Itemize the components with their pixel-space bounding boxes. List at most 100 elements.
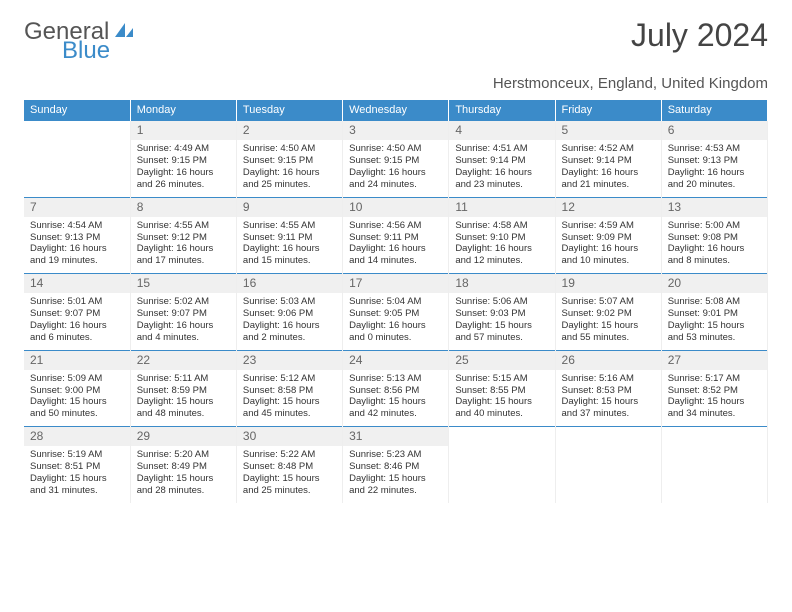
week-row: 7Sunrise: 4:54 AMSunset: 9:13 PMDaylight…: [24, 197, 768, 274]
day-header: Saturday: [661, 100, 767, 121]
week-row: .1Sunrise: 4:49 AMSunset: 9:15 PMDayligh…: [24, 121, 768, 198]
day-number: 31: [343, 427, 448, 446]
daylight-text: Daylight: 15 hours and 55 minutes.: [562, 320, 655, 344]
sunrise-text: Sunrise: 5:23 AM: [349, 449, 442, 461]
day-cell: 7Sunrise: 4:54 AMSunset: 9:13 PMDaylight…: [24, 197, 130, 274]
day-header: Wednesday: [343, 100, 449, 121]
month-title: July 2024: [631, 18, 768, 53]
sunrise-text: Sunrise: 5:17 AM: [668, 373, 761, 385]
day-cell: 17Sunrise: 5:04 AMSunset: 9:05 PMDayligh…: [343, 274, 449, 351]
daylight-text: Daylight: 15 hours and 37 minutes.: [562, 396, 655, 420]
day-header-row: SundayMondayTuesdayWednesdayThursdayFrid…: [24, 100, 768, 121]
daylight-text: Daylight: 16 hours and 10 minutes.: [562, 243, 655, 267]
day-number: 12: [556, 198, 661, 217]
sunset-text: Sunset: 9:05 PM: [349, 308, 442, 320]
sunset-text: Sunset: 9:07 PM: [30, 308, 124, 320]
sunset-text: Sunset: 9:14 PM: [562, 155, 655, 167]
day-cell: 25Sunrise: 5:15 AMSunset: 8:55 PMDayligh…: [449, 350, 555, 427]
day-cell: 15Sunrise: 5:02 AMSunset: 9:07 PMDayligh…: [130, 274, 236, 351]
day-cell: 11Sunrise: 4:58 AMSunset: 9:10 PMDayligh…: [449, 197, 555, 274]
sunset-text: Sunset: 8:46 PM: [349, 461, 442, 473]
day-number: 22: [131, 351, 236, 370]
sunrise-text: Sunrise: 5:16 AM: [562, 373, 655, 385]
calendar-body: .1Sunrise: 4:49 AMSunset: 9:15 PMDayligh…: [24, 121, 768, 503]
week-row: 14Sunrise: 5:01 AMSunset: 9:07 PMDayligh…: [24, 274, 768, 351]
day-cell: 29Sunrise: 5:20 AMSunset: 8:49 PMDayligh…: [130, 427, 236, 503]
sunrise-text: Sunrise: 4:51 AM: [455, 143, 548, 155]
sunrise-text: Sunrise: 5:02 AM: [137, 296, 230, 308]
sunset-text: Sunset: 9:01 PM: [668, 308, 761, 320]
day-cell: .: [449, 427, 555, 503]
daylight-text: Daylight: 16 hours and 2 minutes.: [243, 320, 336, 344]
daylight-text: Daylight: 15 hours and 45 minutes.: [243, 396, 336, 420]
day-number: 5: [556, 121, 661, 140]
sunset-text: Sunset: 9:07 PM: [137, 308, 230, 320]
sunset-text: Sunset: 8:55 PM: [455, 385, 548, 397]
sunrise-text: Sunrise: 5:20 AM: [137, 449, 230, 461]
sunrise-text: Sunrise: 5:00 AM: [668, 220, 761, 232]
day-cell: 21Sunrise: 5:09 AMSunset: 9:00 PMDayligh…: [24, 350, 130, 427]
sunrise-text: Sunrise: 4:53 AM: [668, 143, 761, 155]
sunset-text: Sunset: 8:48 PM: [243, 461, 336, 473]
sunrise-text: Sunrise: 5:04 AM: [349, 296, 442, 308]
day-number: 1: [131, 121, 236, 140]
day-number: 9: [237, 198, 342, 217]
day-number: 7: [24, 198, 130, 217]
sunrise-text: Sunrise: 5:15 AM: [455, 373, 548, 385]
day-number: 11: [449, 198, 554, 217]
day-number: 26: [556, 351, 661, 370]
day-header: Sunday: [24, 100, 130, 121]
day-cell: 6 Sunrise: 4:53 AMSunset: 9:13 PMDaylight…: [661, 121, 767, 198]
day-number: 6: [662, 121, 767, 140]
logo-text-blue: Blue: [62, 37, 110, 65]
day-number: 24: [343, 351, 448, 370]
sunset-text: Sunset: 9:12 PM: [137, 232, 230, 244]
daylight-text: Daylight: 16 hours and 17 minutes.: [137, 243, 230, 267]
sunset-text: Sunset: 9:14 PM: [455, 155, 548, 167]
daylight-text: Daylight: 16 hours and 26 minutes.: [137, 167, 230, 191]
day-cell: 16Sunrise: 5:03 AMSunset: 9:06 PMDayligh…: [236, 274, 342, 351]
daylight-text: Daylight: 16 hours and 20 minutes.: [668, 167, 761, 191]
day-cell: 31Sunrise: 5:23 AMSunset: 8:46 PMDayligh…: [343, 427, 449, 503]
sunrise-text: Sunrise: 5:12 AM: [243, 373, 336, 385]
day-cell: 5Sunrise: 4:52 AMSunset: 9:14 PMDaylight…: [555, 121, 661, 198]
sunset-text: Sunset: 9:11 PM: [349, 232, 442, 244]
sunrise-text: Sunrise: 4:52 AM: [562, 143, 655, 155]
sunset-text: Sunset: 9:08 PM: [668, 232, 761, 244]
sunset-text: Sunset: 9:13 PM: [30, 232, 124, 244]
sunrise-text: Sunrise: 5:19 AM: [30, 449, 124, 461]
day-cell: 8Sunrise: 4:55 AMSunset: 9:12 PMDaylight…: [130, 197, 236, 274]
day-cell: 14Sunrise: 5:01 AMSunset: 9:07 PMDayligh…: [24, 274, 130, 351]
sunrise-text: Sunrise: 4:56 AM: [349, 220, 442, 232]
day-cell: 22Sunrise: 5:11 AMSunset: 8:59 PMDayligh…: [130, 350, 236, 427]
day-cell: 9Sunrise: 4:55 AMSunset: 9:11 PMDaylight…: [236, 197, 342, 274]
daylight-text: Daylight: 16 hours and 6 minutes.: [30, 320, 124, 344]
day-cell: 18Sunrise: 5:06 AMSunset: 9:03 PMDayligh…: [449, 274, 555, 351]
daylight-text: Daylight: 16 hours and 25 minutes.: [243, 167, 336, 191]
daylight-text: Daylight: 15 hours and 31 minutes.: [30, 473, 124, 497]
day-cell: .: [555, 427, 661, 503]
day-cell: 3Sunrise: 4:50 AMSunset: 9:15 PMDaylight…: [343, 121, 449, 198]
sunset-text: Sunset: 9:13 PM: [668, 155, 761, 167]
daylight-text: Daylight: 16 hours and 19 minutes.: [30, 243, 124, 267]
day-cell: 1Sunrise: 4:49 AMSunset: 9:15 PMDaylight…: [130, 121, 236, 198]
day-number: 27: [662, 351, 767, 370]
title-block: July 2024: [631, 18, 768, 53]
day-number: 18: [449, 274, 554, 293]
sunset-text: Sunset: 8:52 PM: [668, 385, 761, 397]
day-number: 13: [662, 198, 767, 217]
sunset-text: Sunset: 8:53 PM: [562, 385, 655, 397]
day-number: 15: [131, 274, 236, 293]
day-cell: 2Sunrise: 4:50 AMSunset: 9:15 PMDaylight…: [236, 121, 342, 198]
sunrise-text: Sunrise: 5:06 AM: [455, 296, 548, 308]
sunrise-text: Sunrise: 5:22 AM: [243, 449, 336, 461]
sunset-text: Sunset: 9:10 PM: [455, 232, 548, 244]
sunset-text: Sunset: 9:15 PM: [137, 155, 230, 167]
day-cell: .: [24, 121, 130, 198]
calendar-table: SundayMondayTuesdayWednesdayThursdayFrid…: [24, 100, 768, 503]
sunset-text: Sunset: 9:02 PM: [562, 308, 655, 320]
day-cell: 27 Sunrise: 5:17 AMSunset: 8:52 PMDayligh…: [661, 350, 767, 427]
day-header: Tuesday: [236, 100, 342, 121]
day-number: 28: [24, 427, 130, 446]
daylight-text: Daylight: 15 hours and 34 minutes.: [668, 396, 761, 420]
